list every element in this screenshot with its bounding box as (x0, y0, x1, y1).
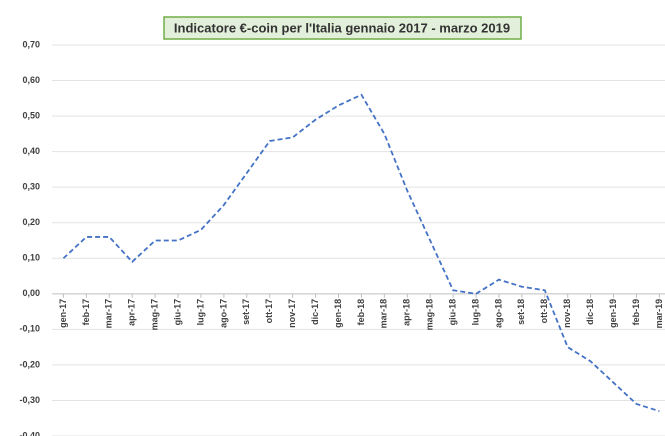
x-tick-label: lug-17 (195, 299, 205, 326)
x-tick-label: feb-18 (356, 299, 366, 326)
x-tick-label: mar-17 (104, 299, 114, 329)
y-tick-label: 0,10 (22, 253, 40, 263)
x-tick-label: feb-19 (631, 299, 641, 326)
x-tick-label: ago-17 (218, 299, 228, 328)
x-tick-label: set-17 (241, 299, 251, 325)
x-tick-label: feb-17 (81, 299, 91, 326)
x-tick-label: giu-18 (447, 299, 457, 326)
y-tick-label: -0,10 (19, 324, 40, 334)
x-tick-label: dic-17 (310, 299, 320, 325)
y-tick-label: 0,20 (22, 217, 40, 227)
y-tick-label: 0,70 (22, 39, 40, 49)
y-tick-label: 0,00 (22, 288, 40, 298)
y-tick-label: 0,30 (22, 182, 40, 192)
y-tick-label: -0,30 (19, 395, 40, 405)
x-tick-label: dic-18 (585, 299, 595, 325)
x-tick-label: gen-17 (58, 299, 68, 328)
x-tick-label: ago-18 (493, 299, 503, 328)
chart-title: Indicatore €-coin per l'Italia gennaio 2… (174, 20, 510, 35)
y-tick-label: 0,50 (22, 110, 40, 120)
x-tick-label: mag-17 (150, 299, 160, 331)
x-tick-label: mag-18 (425, 299, 435, 331)
y-tick-label: -0,40 (19, 430, 40, 436)
y-tick-label: 0,60 (22, 75, 40, 85)
x-tick-label: nov-17 (287, 299, 297, 328)
x-tick-label: gen-18 (333, 299, 343, 328)
x-tick-label: mar-19 (654, 299, 664, 329)
y-tick-label: -0,20 (19, 359, 40, 369)
x-tick-label: gen-19 (608, 299, 618, 328)
x-tick-label: nov-18 (562, 299, 572, 328)
series-line (62, 93, 660, 412)
x-tick-label: ott-18 (539, 299, 549, 324)
title-box (163, 16, 522, 40)
x-tick-label: giu-17 (172, 299, 182, 326)
x-tick-label: set-18 (516, 299, 526, 325)
x-tick-label: apr-18 (402, 299, 412, 326)
y-tick-label: 0,40 (22, 146, 40, 156)
x-tick-label: apr-17 (127, 299, 137, 326)
x-tick-label: lug-18 (470, 299, 480, 326)
x-tick-label: ott-17 (264, 299, 274, 324)
x-tick-label: mar-18 (379, 299, 389, 329)
